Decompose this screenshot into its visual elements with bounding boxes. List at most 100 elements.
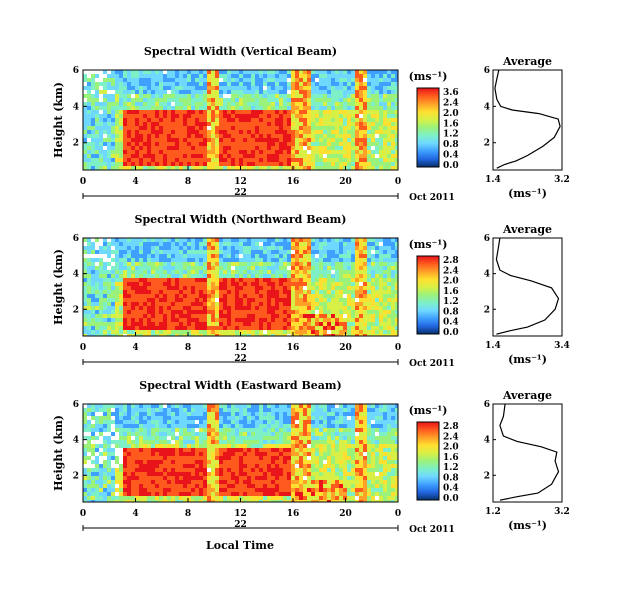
x-tick-label: 20	[339, 177, 352, 187]
average-y-tick-label: 6	[484, 400, 490, 410]
average-x-tick-label: 1.4	[485, 341, 501, 351]
y-axis-label: Height (km)	[52, 82, 65, 158]
colorbar-unit: (ms⁻¹)	[409, 70, 448, 83]
panel-1: Spectral Width (Northward Beam) 6 4 2 Height…	[52, 213, 570, 369]
average-y-tick-label: 2	[484, 305, 490, 315]
y-axis-label: Height (km)	[52, 249, 65, 325]
average-y-tick-label: 6	[484, 234, 490, 244]
x-tick-label: 16	[287, 343, 300, 353]
colorbar-tick-label: 1.6	[443, 453, 459, 463]
average-y-tick-label: 4	[484, 436, 490, 446]
colorbar-unit: (ms⁻¹)	[409, 404, 448, 417]
date-label: Oct 2011	[409, 525, 455, 535]
y-tick-label: 2	[73, 139, 79, 149]
colorbar-tick-label: 1.6	[443, 119, 459, 129]
heatmap-cells	[83, 70, 398, 170]
average-y-tick-label: 2	[484, 471, 490, 481]
date-label: Oct 2011	[409, 359, 455, 369]
average-title: Average	[502, 223, 552, 236]
x-tick-label: 12	[234, 177, 247, 187]
colorbar-tick-label: 0.4	[443, 151, 459, 161]
colorbar-tick-label: 1.6	[443, 287, 459, 297]
x-tick-label: 0	[395, 177, 401, 187]
colorbar	[416, 87, 440, 168]
panel-2: Spectral Width (Eastward Beam) 6 4 2 Height …	[52, 379, 570, 535]
x-tick-label: 4	[132, 343, 138, 353]
y-tick-label: 4	[73, 270, 79, 280]
average-y-tick-label: 6	[484, 66, 490, 76]
average-x-tick-label: 1.2	[485, 507, 501, 517]
x-tick-label: 0	[80, 509, 86, 519]
colorbar-tick-label: 2.0	[443, 443, 459, 453]
average-frame	[492, 403, 563, 503]
chart-title: Spectral Width (Eastward Beam)	[139, 379, 341, 392]
colorbar	[416, 255, 440, 335]
average-y-tick-label: 4	[484, 270, 490, 280]
x-tick-label: 16	[287, 177, 300, 187]
chart-title: Spectral Width (Vertical Beam)	[144, 45, 337, 58]
x-tick-label: 8	[185, 177, 191, 187]
colorbar-tick-label: 1.2	[443, 130, 459, 140]
average-x-label: (ms⁻¹)	[508, 187, 547, 200]
average-x-label: (ms⁻¹)	[508, 353, 547, 366]
average-profile-line	[495, 237, 560, 335]
heatmap-cells	[83, 404, 398, 502]
x-tick-label: 8	[185, 509, 191, 519]
y-tick-label: 6	[73, 234, 79, 244]
colorbar-tick-label: 0.0	[443, 161, 459, 171]
colorbar-tick-label: 2.0	[443, 109, 459, 119]
average-x-tick-label: 3.4	[554, 341, 570, 351]
colorbar-tick-label: 0.4	[443, 484, 459, 494]
average-x-tick-label: 3.2	[554, 507, 570, 517]
colorbar-tick-label: 1.2	[443, 297, 459, 307]
y-tick-label: 2	[73, 305, 79, 315]
x-tick-label: 12	[234, 343, 247, 353]
average-x-tick-label: 1.4	[485, 175, 501, 185]
average-y-tick-label: 2	[484, 139, 490, 149]
x-tick-label: 8	[185, 343, 191, 353]
x-tick-label: 4	[132, 177, 138, 187]
y-tick-label: 4	[73, 102, 79, 112]
colorbar-tick-label: 0.8	[443, 140, 459, 150]
date-tick-label: 22	[234, 520, 247, 530]
y-tick-label: 6	[73, 66, 79, 76]
x-tick-label: 0	[395, 343, 401, 353]
colorbar-tick-label: 0.0	[443, 494, 459, 504]
average-title: Average	[502, 389, 552, 402]
y-axis-label: Height (km)	[52, 415, 65, 491]
average-frame	[492, 237, 563, 337]
x-tick-label: 0	[80, 343, 86, 353]
colorbar-tick-label: 2.4	[443, 432, 459, 442]
colorbar-tick-label: 2.0	[443, 277, 459, 287]
colorbar-tick-label: 0.8	[443, 307, 459, 317]
x-tick-label: 4	[132, 509, 138, 519]
x-tick-label: 0	[395, 509, 401, 519]
colorbar-tick-label: 1.2	[443, 463, 459, 473]
date-tick-label: 22	[234, 354, 247, 364]
average-profile-line	[499, 403, 560, 501]
y-tick-label: 4	[73, 436, 79, 446]
x-tick-label: 0	[80, 177, 86, 187]
average-x-label: (ms⁻¹)	[508, 519, 547, 532]
date-tick-label: 22	[234, 188, 247, 198]
x-axis-label: Local Time	[206, 539, 274, 552]
colorbar-tick-label: 2.4	[443, 98, 459, 108]
x-tick-label: 20	[339, 343, 352, 353]
y-tick-label: 2	[73, 471, 79, 481]
heatmap-cells	[83, 238, 398, 336]
panel-0: Spectral Width (Vertical Beam) 6 4 2 Height …	[52, 45, 570, 203]
y-tick-label: 6	[73, 400, 79, 410]
date-label: Oct 2011	[409, 193, 455, 203]
x-tick-label: 12	[234, 509, 247, 519]
colorbar-tick-label: 0.4	[443, 318, 459, 328]
average-y-tick-label: 4	[484, 102, 490, 112]
colorbar-unit: (ms⁻¹)	[409, 238, 448, 251]
average-x-tick-label: 3.2	[554, 175, 570, 185]
colorbar-tick-label: 2.8	[443, 256, 459, 266]
x-tick-label: 16	[287, 509, 300, 519]
chart-title: Spectral Width (Northward Beam)	[135, 213, 347, 226]
colorbar-tick-label: 2.8	[443, 422, 459, 432]
average-profile-line	[494, 69, 561, 169]
average-frame	[492, 69, 563, 171]
